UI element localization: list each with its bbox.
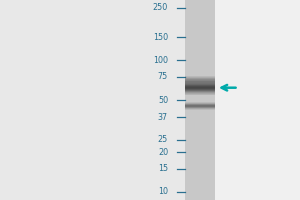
Text: 20: 20 (158, 148, 168, 157)
Bar (0, 0, 184, 200)
Text: 50: 50 (158, 96, 168, 105)
Text: 250: 250 (153, 3, 168, 12)
Text: 15: 15 (158, 164, 168, 173)
Text: 37: 37 (158, 113, 168, 122)
Text: 10: 10 (158, 188, 168, 196)
Text: 100: 100 (153, 56, 168, 65)
Text: 25: 25 (158, 135, 168, 144)
Text: 150: 150 (153, 33, 168, 42)
Text: 75: 75 (158, 72, 168, 81)
Bar (214, 0, 300, 200)
Bar (184, 0, 214, 200)
